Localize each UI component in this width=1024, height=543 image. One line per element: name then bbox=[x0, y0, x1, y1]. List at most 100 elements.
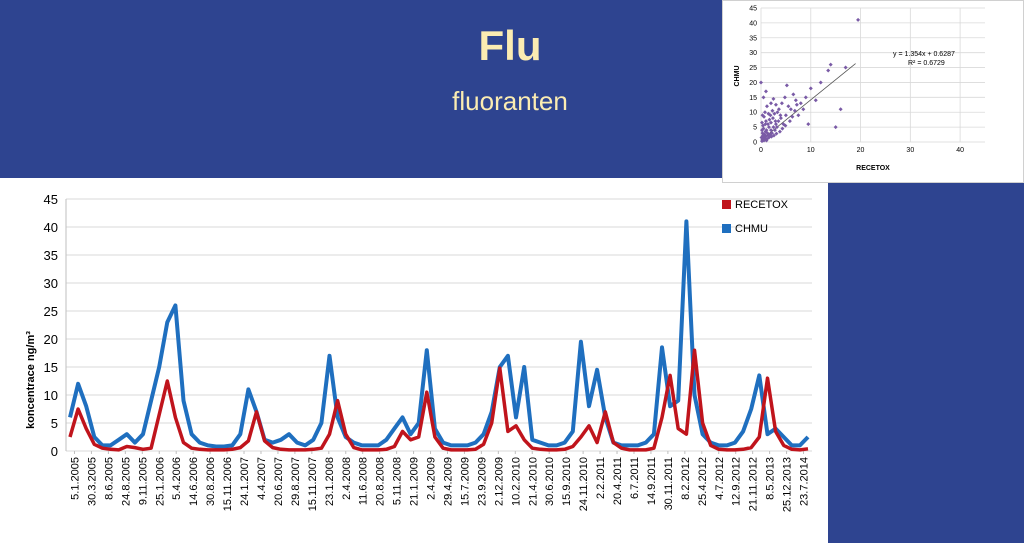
scatter-point bbox=[764, 128, 769, 133]
scatter-point bbox=[760, 133, 765, 138]
x-tick-label: 15.9.2010 bbox=[561, 457, 573, 506]
y-tick-label: 20 bbox=[44, 332, 58, 347]
scatter-point bbox=[771, 96, 776, 101]
scatter-point bbox=[794, 102, 799, 107]
y-tick-label: 40 bbox=[44, 220, 58, 235]
scatter-y-tick-label: 0 bbox=[753, 140, 757, 147]
scatter-ticks: 0 5 10 15 20 25 30 35 40 45 0 10 20 30 40 bbox=[749, 6, 964, 155]
x-tick-label: 14.6.2006 bbox=[188, 457, 200, 506]
scatter-point bbox=[760, 131, 765, 136]
y-tick-label: 30 bbox=[44, 276, 58, 291]
scatter-point bbox=[768, 120, 773, 125]
x-tick-label: 5.1.2005 bbox=[69, 457, 81, 500]
scatter-point bbox=[763, 89, 768, 94]
scatter-point bbox=[765, 122, 770, 127]
scatter-y-tick-label: 30 bbox=[749, 50, 757, 57]
x-tick-label: 6.7.2011 bbox=[629, 457, 641, 499]
scatter-point bbox=[761, 95, 766, 100]
scatter-point bbox=[808, 86, 813, 91]
x-tick-label: 10.2.2010 bbox=[510, 457, 522, 506]
legend-label-recetox: RECETOX bbox=[735, 199, 789, 211]
x-tick-label: 23.9.2009 bbox=[476, 457, 488, 506]
scatter-point bbox=[813, 98, 818, 103]
scatter-point bbox=[776, 119, 781, 124]
scatter-x-tick-label: 20 bbox=[857, 147, 865, 154]
scatter-point bbox=[762, 110, 767, 115]
scatter-point bbox=[776, 107, 781, 112]
scatter-point bbox=[774, 125, 779, 130]
scatter-point bbox=[798, 101, 803, 106]
scatter-point bbox=[773, 119, 778, 124]
legend-swatch-chmu bbox=[722, 224, 731, 233]
scatter-point bbox=[763, 119, 768, 124]
scatter-point bbox=[768, 128, 773, 133]
x-tick-label: 5.11.2008 bbox=[392, 457, 404, 505]
x-tick-label: 2.4.2008 bbox=[341, 457, 353, 500]
y-tick-label: 25 bbox=[44, 304, 58, 319]
slide-title: Flu bbox=[478, 22, 542, 69]
x-tick-label: 9.11.2005 bbox=[137, 457, 149, 505]
scatter-point bbox=[773, 102, 778, 107]
x-tick-label: 21.1.2009 bbox=[409, 457, 421, 506]
scatter-point bbox=[780, 126, 785, 131]
scatter-x-tick-label: 0 bbox=[759, 147, 763, 154]
slide-subtitle: fluoranten bbox=[452, 86, 568, 116]
scatter-x-tick-label: 30 bbox=[906, 147, 914, 154]
series-line-recetox bbox=[68, 348, 809, 452]
scatter-point bbox=[763, 122, 768, 127]
scatter-point bbox=[803, 95, 808, 100]
scatter-point bbox=[759, 120, 764, 125]
scatter-point bbox=[773, 122, 778, 127]
x-tick-label: 21.4.2010 bbox=[527, 457, 539, 506]
scatter-point bbox=[777, 129, 782, 134]
scatter-point bbox=[828, 62, 833, 67]
legend-label-chmu: CHMU bbox=[735, 223, 768, 235]
scatter-y-tick-label: 5 bbox=[753, 125, 757, 132]
scatter-point bbox=[770, 116, 775, 121]
x-tick-label: 30.6.2010 bbox=[544, 457, 556, 506]
x-tick-label: 24.11.2010 bbox=[578, 457, 590, 511]
scatter-y-tick-label: 40 bbox=[749, 20, 757, 27]
x-tick-label: 15.11.2006 bbox=[222, 457, 234, 511]
scatter-point bbox=[784, 83, 789, 88]
scatter-point bbox=[775, 110, 780, 115]
scatter-y-tick-label: 15 bbox=[749, 95, 757, 102]
scatter-chart-panel: 0 5 10 15 20 25 30 35 40 45 0 10 20 30 40 y = 1.354x +… bbox=[722, 0, 1024, 183]
scatter-y-tick-label: 45 bbox=[749, 6, 757, 13]
x-tick-label: 30.3.2005 bbox=[86, 457, 98, 506]
scatter-x-tick-label: 40 bbox=[956, 147, 964, 154]
x-tick-label: 24.1.2007 bbox=[239, 457, 251, 506]
scatter-point bbox=[793, 98, 798, 103]
scatter-point bbox=[778, 113, 783, 118]
scatter-point bbox=[788, 107, 793, 112]
x-tick-label: 25.4.2012 bbox=[697, 457, 709, 506]
x-tick-label: 23.1.2008 bbox=[324, 457, 336, 506]
scatter-point bbox=[766, 125, 771, 130]
scatter-point bbox=[760, 113, 765, 118]
x-tick-label: 20.4.2011 bbox=[612, 457, 624, 505]
scatter-point bbox=[761, 138, 766, 143]
scatter-points bbox=[759, 17, 861, 144]
y-tick-label: 5 bbox=[51, 416, 58, 431]
scatter-x-tick-label: 10 bbox=[807, 147, 815, 154]
x-tick-label: 5.4.2006 bbox=[171, 457, 183, 500]
scatter-point bbox=[766, 111, 771, 116]
scatter-point bbox=[801, 107, 806, 112]
scatter-point bbox=[767, 117, 772, 122]
scatter-y-tick-label: 10 bbox=[749, 110, 757, 117]
x-tick-label: 20.8.2008 bbox=[375, 457, 387, 506]
scatter-equation: y = 1.354x + 0.6287 bbox=[893, 51, 955, 58]
y-axis-label: koncentrace ng/m³ bbox=[25, 331, 37, 429]
scatter-point bbox=[759, 80, 763, 85]
scatter-point bbox=[782, 95, 787, 100]
scatter-r-squared: R² = 0.6729 bbox=[908, 60, 945, 67]
x-tick-label: 4.4.2007 bbox=[256, 457, 268, 500]
scatter-point bbox=[759, 135, 764, 140]
x-tick-label: 23.7.2014 bbox=[799, 457, 811, 506]
timeseries-x-ticks: 5.1.2005 30.3.2005 8.6.2005 24.8.2005 9.11.2… bbox=[69, 451, 811, 512]
scatter-point bbox=[826, 68, 831, 73]
scatter-chart: 0 5 10 15 20 25 30 35 40 45 0 10 20 30 40 y = 1.354x +… bbox=[734, 6, 985, 172]
y-tick-label: 15 bbox=[44, 360, 58, 375]
scatter-point bbox=[768, 113, 773, 118]
scatter-point bbox=[856, 17, 861, 22]
